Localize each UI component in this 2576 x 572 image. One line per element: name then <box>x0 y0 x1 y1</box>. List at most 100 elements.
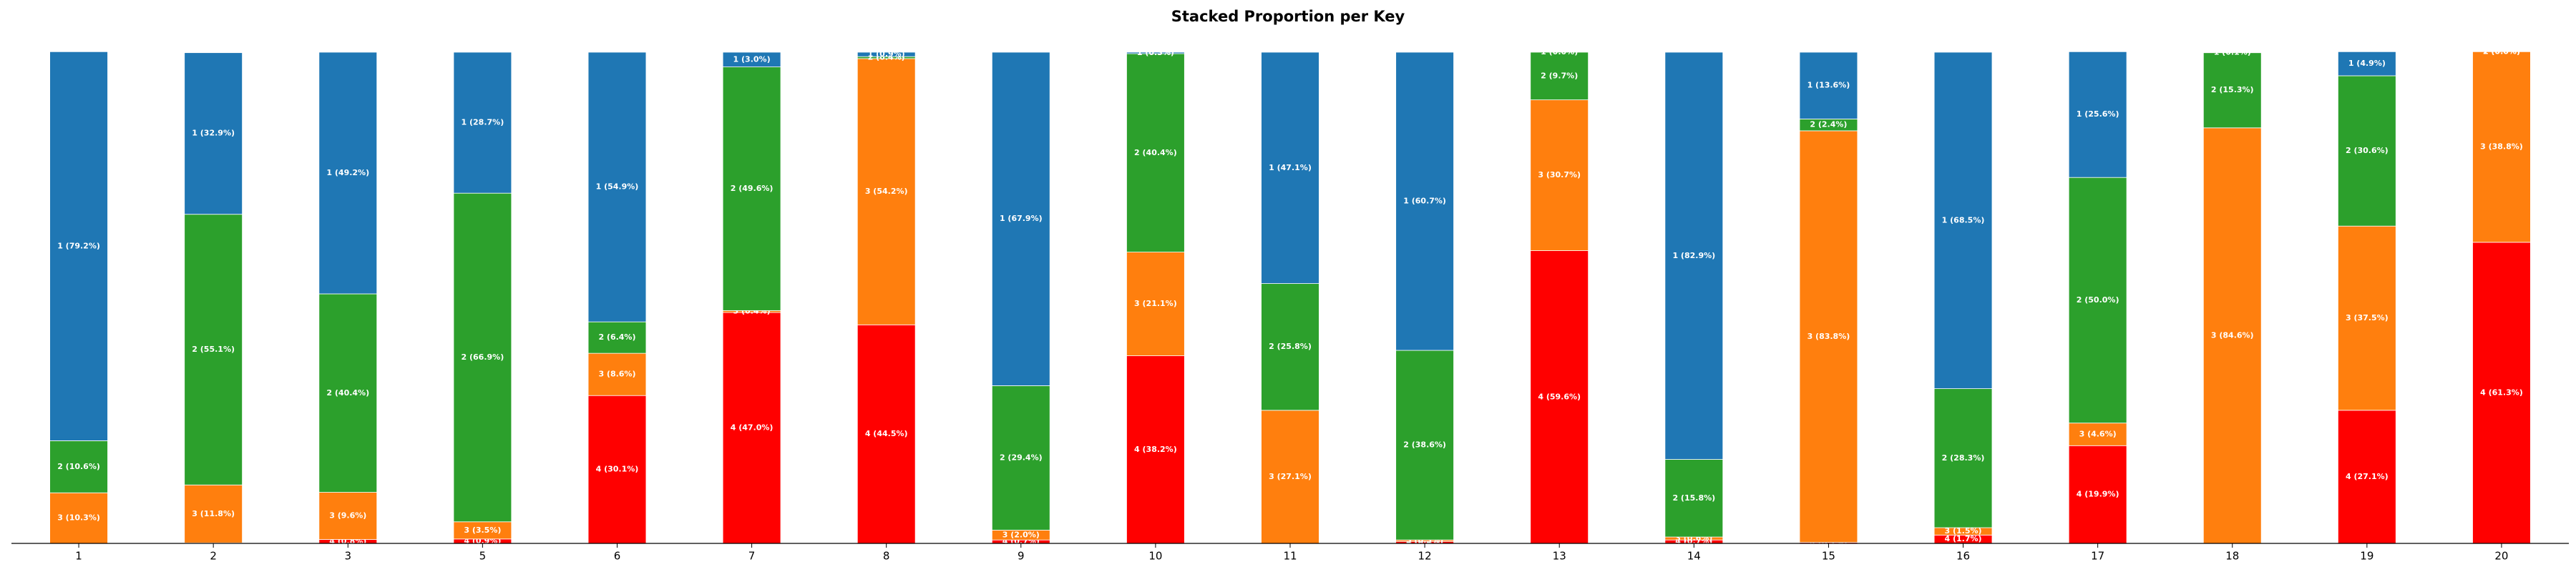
value-label: 1 (32.9%) <box>192 129 235 138</box>
value-label: 4 (1.7%) <box>1945 534 1982 543</box>
bar-segment <box>722 312 781 544</box>
bar-segment <box>991 385 1050 531</box>
bar-segment <box>2337 51 2396 77</box>
value-label: 1 (54.9%) <box>596 182 639 192</box>
bar-segment <box>49 492 108 544</box>
bar-segment <box>587 321 647 354</box>
bar-segment <box>1933 51 1993 389</box>
bar-segment <box>49 440 108 493</box>
value-label: 4 (44.5%) <box>865 429 908 438</box>
value-label: 1 (13.6%) <box>1807 81 1850 90</box>
chart-title: Stacked Proportion per Key <box>1171 8 1405 25</box>
x-tick-label: 8 <box>883 550 890 563</box>
value-label: 3 (1.5%) <box>1945 526 1982 536</box>
value-label: 4 (61.3%) <box>2480 388 2523 397</box>
value-label: 1 (4.9%) <box>2348 59 2386 68</box>
bar-segment <box>2068 177 2127 424</box>
bar-segment <box>2472 242 2531 544</box>
bar-segment <box>2202 51 2262 54</box>
value-label: 3 (2.0%) <box>1002 530 1040 539</box>
value-label: 1 (68.5%) <box>1942 215 1985 225</box>
x-tick-label: 7 <box>748 550 756 563</box>
bar-segment <box>587 51 647 322</box>
value-label: 1 (0.3%) <box>1137 48 1174 57</box>
bar-segment <box>1395 51 1454 351</box>
x-tick-label: 14 <box>1687 550 1701 563</box>
bar-segment <box>722 51 781 68</box>
bar-segment <box>1126 355 1185 544</box>
value-label: 2 (6.4%) <box>598 332 635 342</box>
value-label: 3 (38.8%) <box>2480 142 2523 152</box>
value-label: 2 (9.7%) <box>1541 71 1578 80</box>
bar-segment <box>857 51 916 57</box>
value-label: 2 (15.8%) <box>1672 493 1715 503</box>
value-label: 4 (47.0%) <box>731 423 774 433</box>
x-tick-label: 12 <box>1418 550 1432 563</box>
value-label: 3 (83.8%) <box>1807 332 1850 341</box>
value-label: 3 (27.1%) <box>1269 472 1312 481</box>
value-label: 3 (9.6%) <box>329 511 366 521</box>
x-tick-label: 16 <box>1956 550 1970 563</box>
value-label: 2 (10.6%) <box>57 462 100 471</box>
value-label: 3 (30.7%) <box>1538 170 1581 179</box>
bar-segment <box>857 58 916 325</box>
x-tick-label: 11 <box>1283 550 1297 563</box>
value-label: 3 (84.6%) <box>2211 330 2254 340</box>
bar-segment <box>1395 350 1454 541</box>
bar-segment <box>587 395 647 544</box>
value-label: 1 (82.9%) <box>1672 251 1715 260</box>
x-tick-label: 6 <box>614 550 621 563</box>
bar-segment <box>2068 51 2127 178</box>
bar-segment <box>2472 51 2531 243</box>
value-label: 4 (30.1%) <box>596 465 639 474</box>
x-tick-label: 10 <box>1148 550 1162 563</box>
bar-segment <box>2202 52 2262 129</box>
value-label: 2 (28.3%) <box>1942 453 1985 463</box>
value-label: 1 (79.2%) <box>57 241 100 250</box>
value-label: 2 (29.4%) <box>1000 453 1043 462</box>
bar-segment <box>1530 99 1589 251</box>
bar-segment <box>318 492 378 540</box>
bar-segment <box>453 51 512 194</box>
x-tick-label: 5 <box>479 550 487 563</box>
bar-segment <box>318 293 378 493</box>
bar-segment <box>1664 51 1724 460</box>
value-label: 2 (55.1%) <box>192 345 235 354</box>
bar-segment <box>2202 127 2262 544</box>
value-label: 1 (28.7%) <box>462 118 504 127</box>
bar-segment <box>49 51 108 441</box>
x-tick-label: 2 <box>210 550 217 563</box>
value-label: 2 (25.8%) <box>1269 342 1312 351</box>
bar-segment <box>1126 51 1185 54</box>
value-label: 1 (3.0%) <box>733 54 771 64</box>
bar-segment <box>1261 283 1319 411</box>
value-label: 1 (0.0%) <box>1541 47 1578 56</box>
value-label: 2 (0.0%) <box>2483 46 2520 56</box>
bar-segment <box>1261 51 1319 284</box>
value-label: 2 (40.4%) <box>326 388 369 398</box>
x-tick-label: 17 <box>2091 550 2104 563</box>
bar-segment <box>587 352 647 396</box>
value-label: 3 (10.3%) <box>57 513 100 523</box>
value-label: 3 (3.5%) <box>464 526 501 535</box>
value-label: 1 (67.9%) <box>1000 214 1043 223</box>
bar-segment <box>318 51 378 295</box>
value-label: 1 (0.0%) <box>2483 46 2520 56</box>
bar-segment <box>1261 410 1319 544</box>
value-label: 1 (0.9%) <box>868 49 905 59</box>
value-label: 1 (0.1%) <box>2214 47 2251 56</box>
value-label: 1 (25.6%) <box>2077 109 2119 119</box>
bar-segment <box>2337 410 2396 544</box>
value-label: 3 (54.2%) <box>865 187 908 196</box>
bar-segment <box>722 66 781 311</box>
x-tick-label: 19 <box>2360 550 2373 563</box>
value-label: 2 (38.6%) <box>1403 440 1446 450</box>
value-label: 2 (49.6%) <box>731 184 774 193</box>
value-label: 2 (30.6%) <box>2346 146 2389 155</box>
value-label: 4 (19.9%) <box>2077 490 2119 499</box>
bar-segment <box>184 214 243 485</box>
value-label: 3 (21.1%) <box>1134 299 1177 308</box>
value-label: 1 (49.2%) <box>326 168 369 177</box>
value-label: 3 (11.8%) <box>192 509 235 518</box>
